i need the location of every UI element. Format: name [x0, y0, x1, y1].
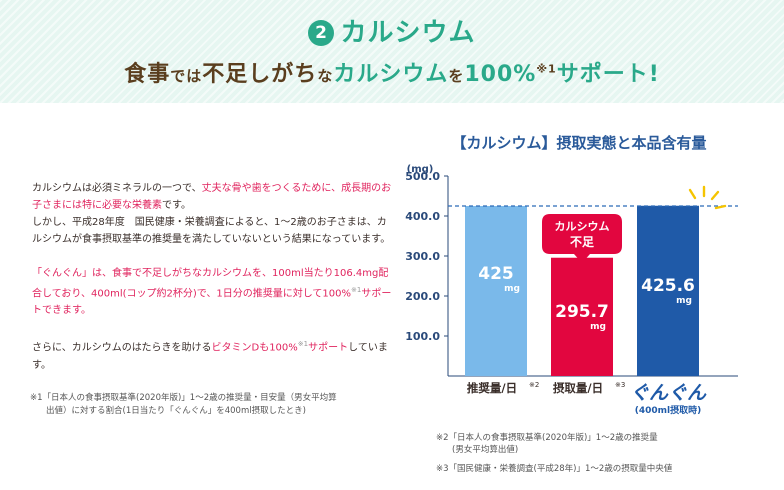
chart-title: 【カルシウム】摂取実態と本品含有量	[451, 134, 707, 152]
section-subtitle: 食事では不足しがちなカルシウムを100%※1サポート!	[0, 56, 784, 88]
subtitle-part-6: を	[448, 67, 465, 85]
bar-unit-label-2: mg	[676, 296, 692, 306]
callout-line-2: 不足	[570, 235, 594, 249]
y-tick-label-4: 500.0	[405, 170, 440, 183]
description-p3-segment-2: ※1	[297, 340, 309, 349]
note-2-line-2: (男女平均算出値)	[452, 445, 519, 455]
y-tick-label-0: 100.0	[405, 330, 440, 343]
description-p2-segment-2: ※1	[351, 286, 362, 294]
bar-unit-label-0: mg	[504, 284, 520, 294]
description-p1-segment-3: しかし、平成28年度 国民健康・栄養調査によると、1〜2歳のお子さまは、カルシウ…	[32, 217, 391, 245]
y-tick-label-3: 400.0	[405, 210, 440, 223]
sparkle-icon	[688, 185, 727, 210]
y-tick-label-1: 200.0	[405, 290, 440, 303]
description-p1-segment-2: です。	[162, 200, 191, 211]
x-category-label-brand: ぐんぐん	[630, 382, 707, 404]
bar-1	[551, 257, 613, 376]
subtitle-part-3: 不足しがち	[202, 62, 318, 87]
x-category-label-1: 摂取量/日	[553, 381, 603, 395]
y-tick-label-2: 300.0	[405, 250, 440, 263]
description-p1-segment-0: カルシウムは必須ミネラルの一つで、	[32, 183, 202, 194]
description-p3-segment-4: しています。	[32, 342, 388, 371]
description-p2-segment-1: 食事で不足しがちなカルシウムを、100ml当たり106.4mg配合しており、40…	[32, 268, 389, 300]
callout-line-1: カルシウム	[555, 220, 610, 233]
section-number-badge: 2	[308, 20, 335, 46]
brand-sublabel: (400ml摂取時)	[635, 404, 701, 416]
header-banner: 2 カルシウム 食事では不足しがちなカルシウムを100%※1サポート!	[0, 0, 784, 103]
description-p2-segment-3: サポートできます。	[32, 288, 392, 317]
footnote-1-line-2: 出値）に対する割合(1日当たり「ぐんぐん」を400ml摂取したとき)	[46, 406, 306, 416]
description-paragraph-1: カルシウムは必須ミネラルの一つで、丈夫な骨や歯をつくるために、成長期のお子さまに…	[32, 180, 394, 248]
subtitle-part-5: カルシウム	[333, 62, 449, 87]
bar-2	[637, 205, 699, 376]
subtitle-part-9: サポート!	[556, 62, 660, 87]
calcium-shortage-callout: カルシウム 不足	[542, 214, 622, 263]
x-category-note-1: ※3	[615, 381, 625, 389]
description-paragraph-2: 「ぐんぐん」は、食事で不足しがちなカルシウムを、100ml当たり106.4mg配…	[32, 265, 394, 319]
subtitle-part-2: では	[170, 67, 203, 85]
footnote-1: ※1「日本人の食事摂取基準(2020年版)」1〜2歳の推奨量・目安量（男女平均算…	[30, 392, 390, 418]
subtitle-footnote-mark: ※1	[536, 62, 557, 76]
x-category-label-0: 推奨量/日	[467, 381, 517, 395]
subtitle-part-1: 食事	[124, 62, 171, 87]
y-axis-unit-label: (mg)	[407, 164, 434, 175]
description-p1-segment-1: 丈夫な骨や歯をつくるために、成長期のお子さまには特に必要な栄養素	[32, 183, 392, 211]
bar-value-label-2: 425.6	[641, 276, 695, 296]
note-2-line-1: ※2「日本人の食事摂取基準(2020年版)」1〜2歳の推奨量	[436, 433, 658, 443]
note-3: ※3「国民健康・栄養調査(平成28年)」1〜2歳の摂取量中央値	[436, 464, 673, 474]
description-paragraph-3: さらに、カルシウムのはたらきを助けるビタミンDも100%※1サポートしています。	[32, 336, 394, 373]
x-category-note-0: ※2	[529, 381, 539, 389]
description-p3-segment-1: ビタミンDも100%	[211, 342, 298, 354]
bar-value-label-0: 425	[478, 264, 514, 284]
subtitle-part-7: 100%	[464, 62, 537, 87]
bar-value-label-1: 295.7	[555, 302, 609, 322]
subtitle-part-4: な	[317, 67, 334, 85]
callout-bubble	[542, 214, 622, 263]
section-title: 2 カルシウム	[0, 12, 784, 49]
bar-unit-label-1: mg	[590, 322, 606, 332]
bar-0	[465, 206, 527, 376]
section-title-text: カルシウム	[340, 18, 476, 48]
chart-notes: ※2「日本人の食事摂取基準(2020年版)」1〜2歳の推奨量 (男女平均算出値)…	[436, 432, 766, 475]
footnote-1-line-1: ※1「日本人の食事摂取基準(2020年版)」1〜2歳の推奨量・目安量（男女平均算	[30, 393, 337, 403]
description-text: カルシウムは必須ミネラルの一つで、丈夫な骨や歯をつくるために、成長期のお子さまに…	[32, 180, 394, 391]
description-p2-segment-0: 「ぐんぐん」は、	[32, 268, 112, 279]
description-p3-segment-0: さらに、カルシウムのはたらきを助ける	[32, 342, 212, 354]
description-p3-segment-3: サポート	[308, 342, 349, 354]
